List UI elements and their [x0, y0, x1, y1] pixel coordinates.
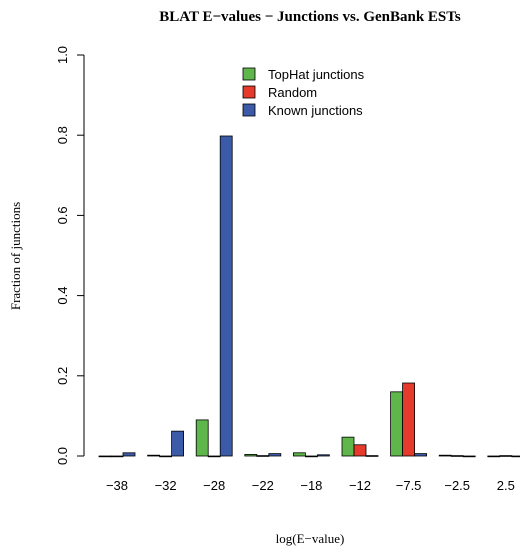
- legend-swatch: [242, 103, 256, 117]
- bar-random: [159, 455, 173, 458]
- bar-random: [304, 455, 318, 458]
- bar-known-junctions: [316, 454, 330, 457]
- x-tick-label: −7.5: [396, 478, 422, 493]
- bar-known-junctions: [414, 453, 428, 457]
- chart-title: BLAT E−values − Junctions vs. GenBank ES…: [159, 9, 461, 25]
- bar-known-junctions: [171, 430, 185, 457]
- y-tick-label: 0.0: [55, 447, 70, 465]
- legend-label: Random: [268, 85, 317, 100]
- x-tick-label: −28: [203, 478, 225, 493]
- bar-random: [450, 455, 464, 457]
- bar-known-junctions: [365, 455, 379, 457]
- y-tick-label: 0.6: [55, 206, 70, 224]
- bars: [98, 135, 520, 458]
- x-tick-label: −38: [106, 478, 128, 493]
- x-tick-label: −2.5: [444, 478, 470, 493]
- x-axis-title: log(E−value): [276, 531, 345, 546]
- legend-label: Known junctions: [268, 103, 363, 118]
- legend: TopHat junctions Random Known junctions: [242, 67, 365, 118]
- bar-random: [207, 455, 221, 458]
- bar-known-junctions: [122, 452, 136, 457]
- bar-tophat-junctions: [487, 455, 501, 458]
- bar-tophat-junctions: [98, 455, 112, 458]
- bar-known-junctions: [219, 135, 233, 457]
- x-tick-labels: −38 −32 −28 −22 −18 −12 −7.5 −2.5 2.5: [106, 478, 515, 493]
- y-tick-label: 0.2: [55, 367, 70, 385]
- bar-tophat-junctions: [292, 452, 306, 457]
- bar-tophat-junctions: [244, 453, 258, 457]
- x-tick-label: −18: [300, 478, 322, 493]
- bar-random: [353, 444, 367, 457]
- bar-tophat-junctions: [341, 436, 355, 457]
- bar-tophat-junctions: [195, 419, 209, 457]
- bar-tophat-junctions: [147, 454, 161, 457]
- x-tick-label: −22: [252, 478, 274, 493]
- bar-random: [402, 382, 416, 457]
- legend-swatch: [242, 67, 256, 81]
- x-tick-label: 2.5: [497, 478, 515, 493]
- bar-known-junctions: [511, 455, 520, 458]
- bar-random: [499, 455, 513, 457]
- bar-random: [256, 455, 270, 457]
- legend-swatch: [242, 85, 256, 99]
- bar-known-junctions: [268, 453, 282, 457]
- bar-known-junctions: [462, 455, 476, 458]
- y-axis: 0.0 0.2 0.4 0.6 0.8 1.0: [55, 46, 85, 465]
- bar-tophat-junctions: [390, 391, 404, 457]
- x-tick-label: −12: [349, 478, 371, 493]
- y-axis-title: Fraction of junctions: [8, 202, 23, 310]
- bar-random: [110, 455, 124, 458]
- x-tick-label: −32: [155, 478, 177, 493]
- y-tick-label: 0.8: [55, 126, 70, 144]
- legend-label: TopHat junctions: [268, 67, 365, 82]
- bar-tophat-junctions: [438, 454, 452, 457]
- y-tick-label: 1.0: [55, 46, 70, 64]
- y-tick-label: 0.4: [55, 287, 70, 305]
